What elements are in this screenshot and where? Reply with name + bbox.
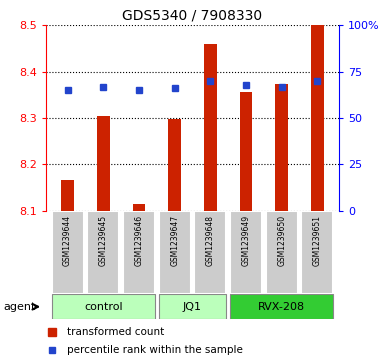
Bar — [97, 116, 110, 211]
Bar — [159, 294, 226, 319]
Bar — [61, 180, 74, 211]
Bar — [204, 44, 217, 211]
Bar — [52, 294, 155, 319]
Text: GSM1239646: GSM1239646 — [134, 215, 144, 266]
Bar — [168, 119, 181, 211]
Text: transformed count: transformed count — [67, 327, 164, 337]
Bar — [230, 294, 333, 319]
Title: GDS5340 / 7908330: GDS5340 / 7908330 — [122, 9, 263, 23]
Bar — [311, 25, 324, 211]
Text: GSM1239650: GSM1239650 — [277, 215, 286, 266]
Bar — [123, 211, 155, 294]
Bar — [52, 211, 84, 294]
Text: JQ1: JQ1 — [183, 302, 202, 312]
Bar — [194, 211, 226, 294]
Bar — [301, 211, 333, 294]
Text: GSM1239651: GSM1239651 — [313, 215, 322, 266]
Text: GSM1239644: GSM1239644 — [63, 215, 72, 266]
Bar — [230, 211, 262, 294]
Bar — [87, 211, 119, 294]
Bar — [275, 84, 288, 211]
Text: GSM1239647: GSM1239647 — [170, 215, 179, 266]
Bar — [133, 204, 145, 211]
Bar — [159, 211, 191, 294]
Text: agent: agent — [4, 302, 36, 312]
Text: GSM1239645: GSM1239645 — [99, 215, 108, 266]
Bar — [240, 91, 252, 211]
Text: RVX-208: RVX-208 — [258, 302, 305, 312]
Text: GSM1239648: GSM1239648 — [206, 215, 215, 266]
Text: GSM1239649: GSM1239649 — [241, 215, 251, 266]
Text: control: control — [84, 302, 122, 312]
Bar — [266, 211, 298, 294]
Text: percentile rank within the sample: percentile rank within the sample — [67, 345, 243, 355]
